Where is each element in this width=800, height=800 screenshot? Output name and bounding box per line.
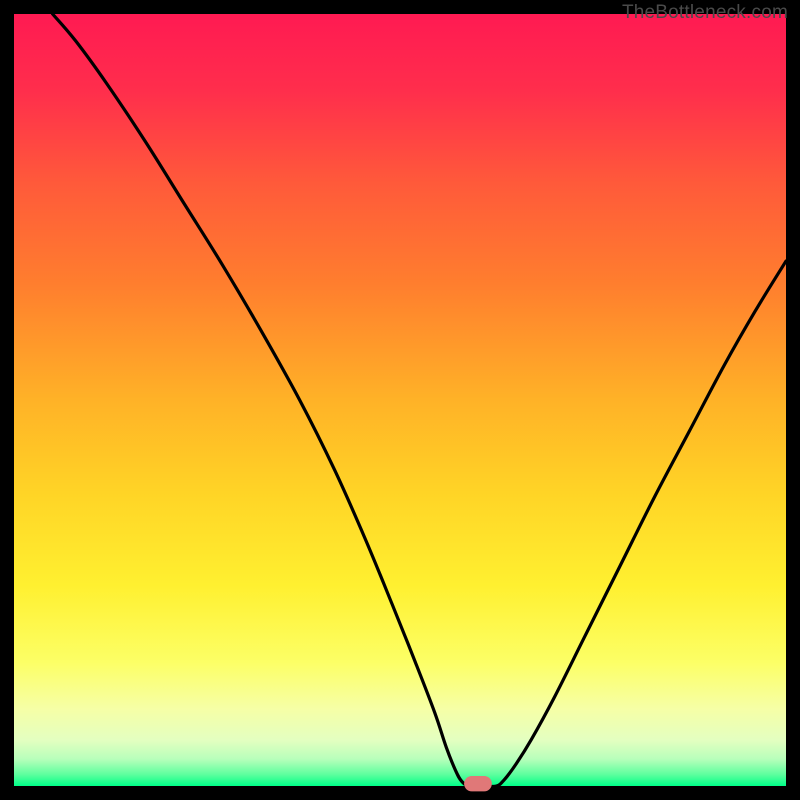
optimal-marker bbox=[464, 776, 492, 791]
plot-area bbox=[14, 14, 786, 786]
chart-canvas bbox=[0, 0, 800, 800]
bottleneck-chart: TheBottleneck.com bbox=[0, 0, 800, 800]
watermark-text: TheBottleneck.com bbox=[622, 2, 788, 24]
